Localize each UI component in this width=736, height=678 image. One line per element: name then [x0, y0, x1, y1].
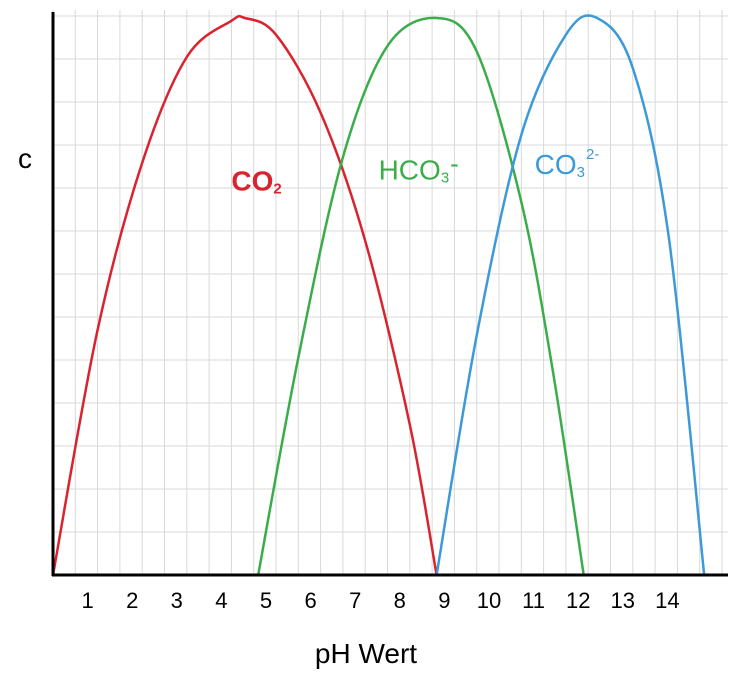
x-tick-label: 5 — [260, 588, 272, 613]
series-line-0 — [51, 14, 438, 576]
x-tick-label: 11 — [522, 588, 545, 613]
axes — [51, 12, 728, 577]
x-tick-label: 7 — [349, 588, 361, 613]
series-labels: CO2 HCO3- CO32- — [231, 146, 599, 198]
series-label-2: CO32- — [535, 146, 600, 181]
curves — [51, 14, 706, 576]
grid — [52, 10, 728, 576]
series-line-1 — [256, 16, 585, 576]
x-tick-label: 6 — [304, 588, 316, 613]
x-tick-label: 4 — [215, 588, 227, 613]
x-tick-label: 2 — [126, 588, 138, 613]
x-tick-labels: 1 2 3 4 5 6 7 8 9 10 11 12 13 14 — [81, 588, 679, 613]
x-tick-label: 8 — [394, 588, 406, 613]
x-tick-label: 10 — [477, 588, 501, 613]
x-tick-label: 12 — [566, 588, 590, 613]
series-line-2 — [435, 14, 706, 576]
series-label-1: HCO3- — [379, 149, 459, 187]
x-axis-label: pH Wert — [315, 638, 417, 669]
x-tick-label: 3 — [171, 588, 183, 613]
series-label-0: CO2 — [231, 166, 281, 198]
x-tick-label: 1 — [81, 588, 93, 613]
x-tick-label: 9 — [438, 588, 450, 613]
y-axis-label: c — [18, 143, 32, 174]
x-tick-label: 14 — [655, 588, 679, 613]
x-tick-label: 13 — [611, 588, 635, 613]
